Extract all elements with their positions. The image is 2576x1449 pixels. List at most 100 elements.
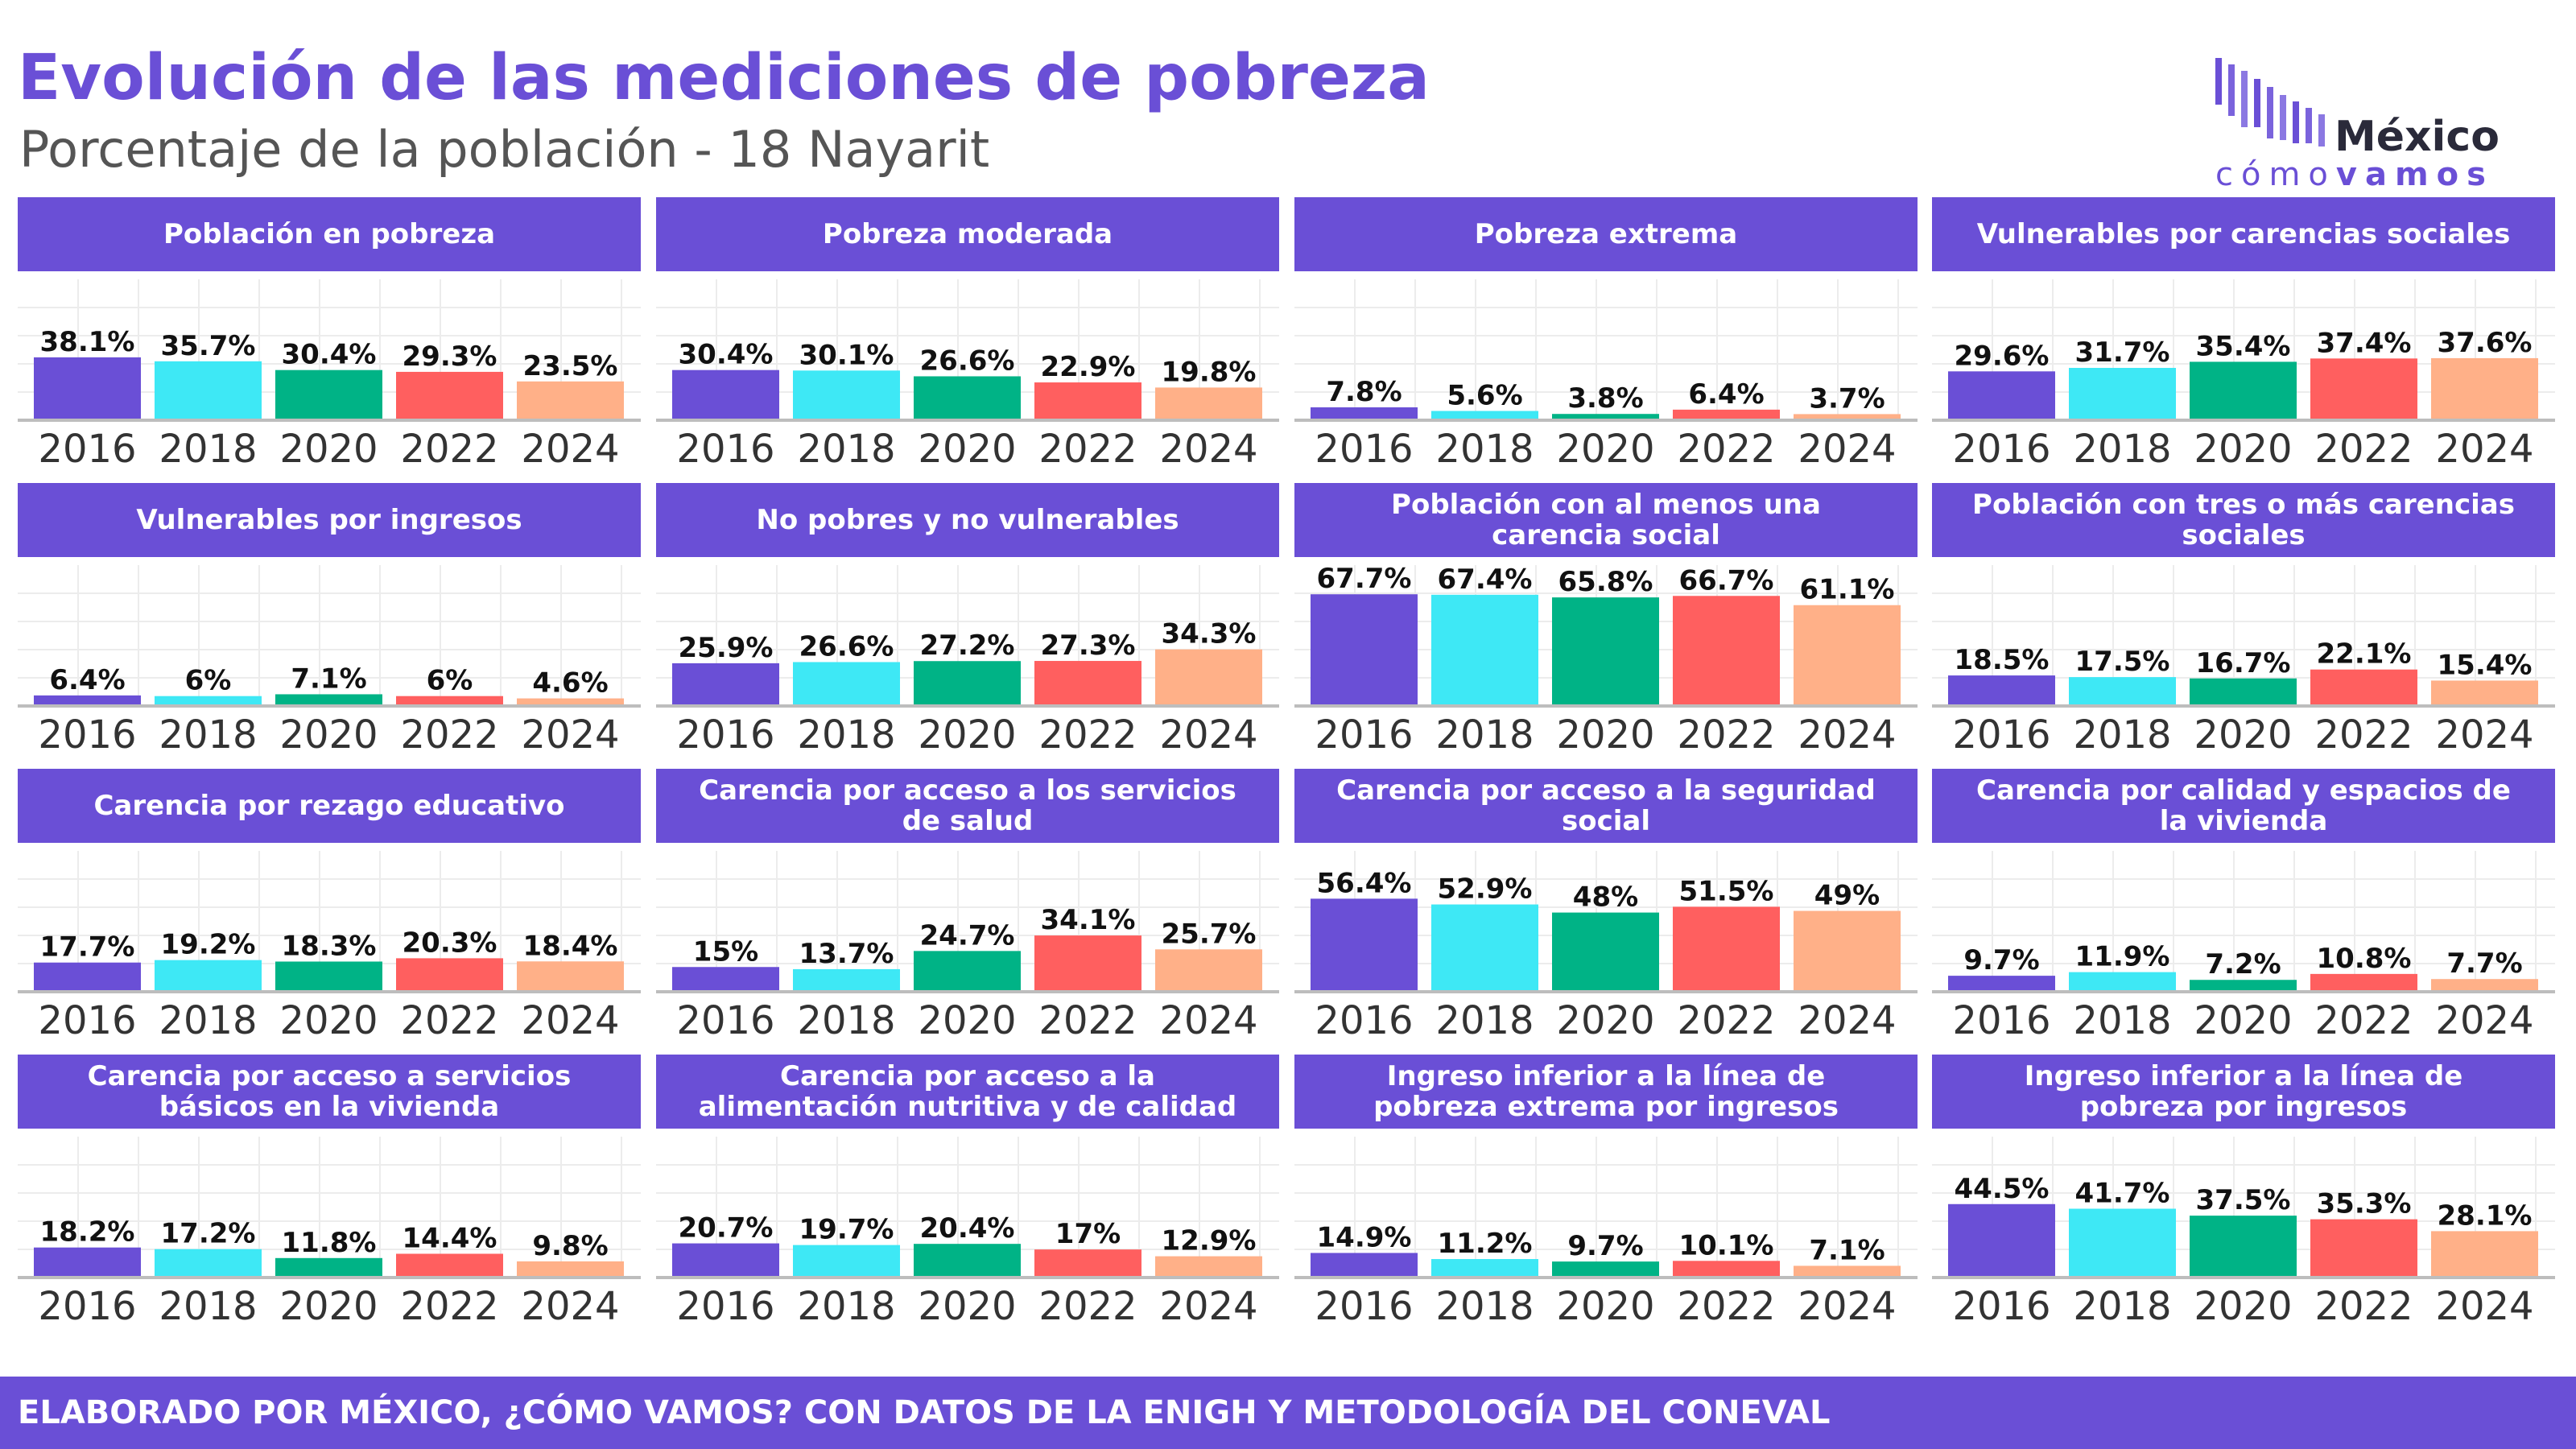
data-label: 6.4% — [49, 664, 125, 696]
x-tick-label: 2024 — [1159, 427, 1257, 472]
bar — [914, 376, 1021, 420]
data-label: 3.8% — [1567, 382, 1643, 415]
chart-title: Carencia por acceso a servicios básicos … — [18, 1055, 641, 1129]
data-label: 17.2% — [161, 1218, 256, 1250]
data-label: 20.4% — [920, 1212, 1015, 1245]
bar — [517, 961, 624, 992]
x-tick-label: 2018 — [797, 427, 895, 472]
chart-panel: No pobres y no vulnerables 25.9% 2016 26.6%… — [656, 483, 1279, 765]
bar — [1794, 605, 1901, 706]
data-label: 17.5% — [2075, 646, 2170, 678]
logo-word-como-vamos: cómovamos — [2215, 159, 2494, 191]
chart-panel: Ingreso inferior a la línea de pobreza e… — [1294, 1055, 1918, 1336]
x-tick-label: 2024 — [2435, 998, 2533, 1043]
data-label: 65.8% — [1558, 566, 1653, 598]
bar — [2190, 980, 2297, 992]
data-label: 20.3% — [402, 927, 497, 959]
bar-chart: 38.1% 2016 35.7% 2018 30.4% 2020 29.3% 2022 23.5… — [18, 279, 641, 472]
data-label: 7.1% — [291, 663, 366, 695]
data-label: 41.7% — [2075, 1178, 2170, 1210]
data-label: 48% — [1573, 881, 1638, 914]
chart-panel: Pobreza extrema 7.8% 2016 5.6% 2018 3.8% 2020 6… — [1294, 197, 1918, 479]
logo-bars-icon — [2215, 58, 2325, 147]
data-label: 25.7% — [1162, 918, 1257, 950]
x-tick-label: 2018 — [797, 998, 895, 1043]
data-label: 51.5% — [1679, 875, 1774, 907]
bar — [1155, 649, 1262, 706]
x-tick-label: 2024 — [521, 1284, 619, 1329]
x-tick-label: 2020 — [918, 427, 1016, 472]
data-label: 52.9% — [1438, 873, 1533, 906]
bar — [275, 1257, 382, 1278]
data-label: 16.7% — [2196, 647, 2291, 679]
data-label: 7.8% — [1326, 376, 1402, 408]
data-label: 35.7% — [161, 330, 256, 362]
x-tick-label: 2018 — [2073, 712, 2171, 758]
x-tick-label: 2022 — [1038, 998, 1137, 1043]
x-tick-label: 2018 — [159, 712, 257, 758]
data-label: 34.1% — [1041, 904, 1136, 936]
data-label: 37.4% — [2317, 327, 2412, 359]
bar — [914, 951, 1021, 992]
bar — [1155, 1256, 1262, 1278]
bar — [914, 1244, 1021, 1278]
bar-chart: 67.7% 2016 67.4% 2018 65.8% 2020 66.7% 2022 61.1… — [1294, 563, 1918, 758]
x-tick-label: 2018 — [159, 998, 257, 1043]
x-tick-label: 2024 — [1798, 427, 1896, 472]
chart-panel: Carencia por calidad y espacios de la vi… — [1932, 769, 2555, 1051]
bar — [1673, 906, 1780, 992]
bar — [2310, 973, 2417, 992]
bar — [1034, 1249, 1141, 1278]
x-tick-label: 2020 — [918, 712, 1016, 758]
bar — [1552, 414, 1659, 420]
bar — [1431, 594, 1538, 706]
data-label: 19.8% — [1162, 356, 1257, 388]
x-tick-label: 2020 — [2194, 998, 2292, 1043]
data-label: 22.9% — [1041, 351, 1136, 383]
bar — [1431, 904, 1538, 992]
data-label: 3.7% — [1809, 382, 1885, 415]
data-label: 22.1% — [2317, 638, 2412, 671]
bar-chart: 29.6% 2016 31.7% 2018 35.4% 2020 37.4% 2022 37.6… — [1932, 279, 2555, 472]
bar — [2190, 678, 2297, 706]
data-label: 44.5% — [1955, 1173, 2050, 1205]
data-label: 31.7% — [2075, 336, 2170, 369]
bar — [793, 370, 900, 420]
chart-panel: Población en pobreza 38.1% 2016 35.7% 2018 30… — [18, 197, 641, 479]
data-label: 18.5% — [1955, 644, 2050, 676]
data-label: 26.6% — [799, 630, 894, 663]
bar-chart: 7.8% 2016 5.6% 2018 3.8% 2020 6.4% 2022 3.7% 2024 — [1294, 279, 1918, 472]
data-label: 17.7% — [40, 931, 135, 964]
bar — [1155, 949, 1262, 992]
logo-vamos: vamos — [2335, 156, 2494, 193]
chart-panel: Pobreza moderada 30.4% 2016 30.1% 2018 26.6% 2… — [656, 197, 1279, 479]
chart-title: Carencia por acceso a la alimentación nu… — [656, 1055, 1279, 1129]
bar — [2190, 1216, 2297, 1278]
bar — [1673, 596, 1780, 706]
bar — [1311, 1253, 1418, 1278]
bar — [2190, 361, 2297, 420]
x-tick-label: 2022 — [2314, 998, 2413, 1043]
data-label: 18.3% — [282, 930, 377, 962]
data-label: 14.9% — [1317, 1221, 1412, 1253]
chart-title: No pobres y no vulnerables — [656, 483, 1279, 557]
x-tick-label: 2016 — [1315, 998, 1413, 1043]
bar — [1311, 898, 1418, 992]
bar-chart: 25.9% 2016 26.6% 2018 27.2% 2020 27.3% 2022 34.3… — [656, 565, 1279, 758]
data-label: 9.7% — [1963, 944, 2039, 976]
bar — [275, 694, 382, 706]
data-label: 6.4% — [1688, 378, 1764, 411]
bar — [914, 661, 1021, 706]
bar-chart: 6.4% 2016 6% 2018 7.1% 2020 6% 2022 4.6% 2024 — [18, 565, 641, 758]
data-label: 25.9% — [679, 632, 774, 664]
chart-title: Carencia por acceso a los servicios de s… — [656, 769, 1279, 843]
x-tick-label: 2022 — [1677, 427, 1775, 472]
bar — [793, 1245, 900, 1278]
chart-panel: Carencia por acceso a los servicios de s… — [656, 769, 1279, 1051]
bar — [672, 369, 779, 420]
x-tick-label: 2020 — [918, 1284, 1016, 1329]
bar — [275, 369, 382, 420]
x-tick-label: 2016 — [676, 712, 774, 758]
x-tick-label: 2016 — [1952, 1284, 2050, 1329]
x-tick-label: 2020 — [2194, 712, 2292, 758]
